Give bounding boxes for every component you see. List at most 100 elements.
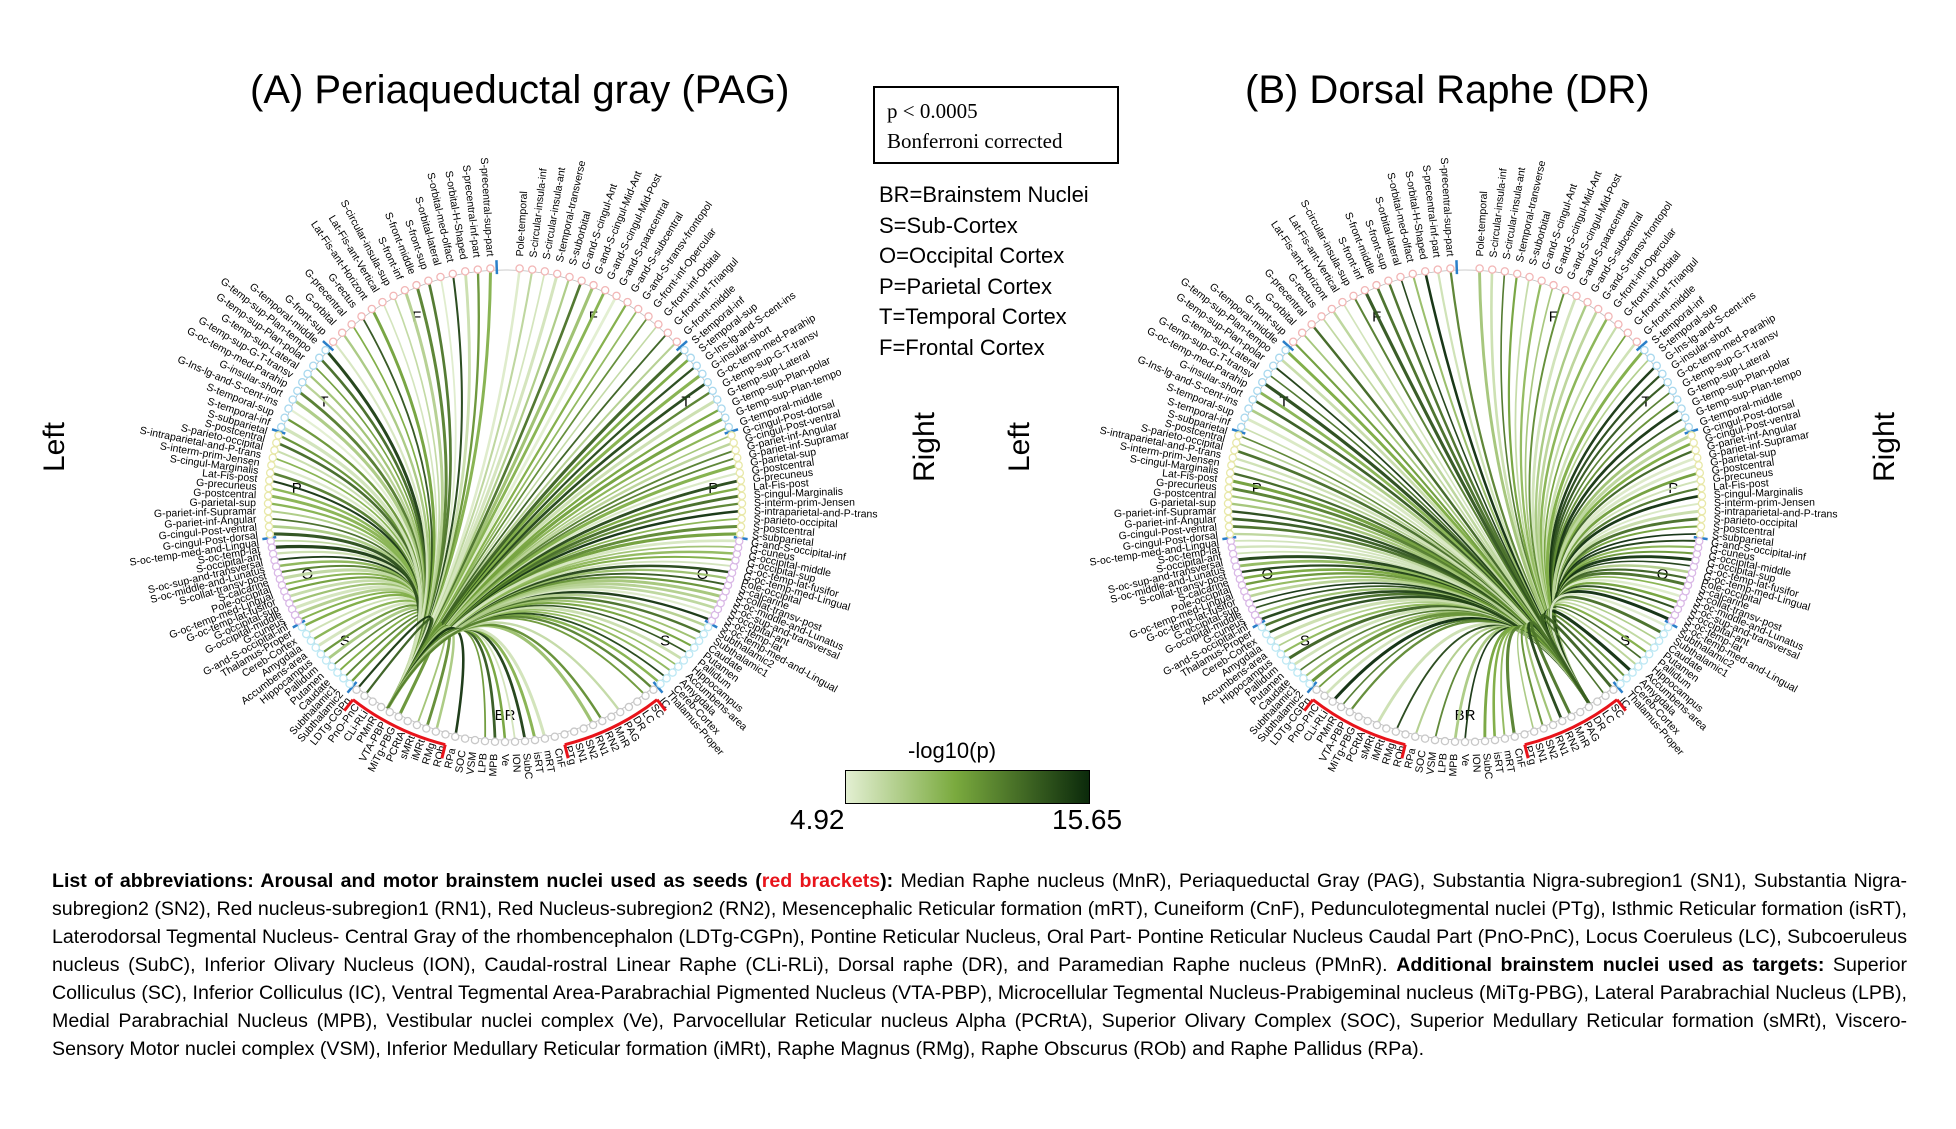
region-label: S-cingul-Marginalis (1714, 486, 1804, 501)
region-node (436, 272, 445, 282)
seed-bracket (352, 698, 446, 747)
region-label: S-interm-prim-Jensen (1714, 497, 1815, 510)
region-node (680, 345, 689, 355)
region-node (1382, 724, 1391, 733)
region-node (288, 395, 297, 404)
region-label: CnF (552, 747, 568, 769)
region-node (1372, 280, 1381, 290)
region-node (698, 369, 707, 379)
seed-bracket (1524, 698, 1618, 747)
region-node (357, 312, 366, 321)
region-node (515, 264, 524, 273)
region-node (703, 622, 713, 632)
region-node (708, 386, 717, 396)
abbreviation-caption: List of abbreviations: Arousal and motor… (52, 867, 1907, 1063)
region-node (1225, 468, 1235, 478)
region-node (565, 272, 574, 282)
region-node (1446, 264, 1455, 273)
caption-intro: List of abbreviations: Arousal and motor… (52, 870, 762, 892)
sector-letter: T (681, 394, 690, 411)
sector-letter: S (340, 632, 350, 649)
sector-tick (675, 340, 688, 352)
region-node (1253, 386, 1262, 396)
region-label: G-postcentral (193, 487, 256, 501)
seed-bracket-end (440, 744, 447, 759)
region-label: S-intraparietal-and-P-trans (754, 505, 878, 520)
region-label: S-cingul-Marginalis (754, 486, 844, 501)
region-node (360, 691, 369, 701)
caption-after-red: ): (880, 870, 894, 892)
region-node (1512, 269, 1522, 279)
region-node (717, 404, 726, 413)
region-node (1410, 732, 1420, 741)
sector-tick (1612, 681, 1624, 694)
region-node (1288, 337, 1298, 347)
region-node (633, 304, 643, 314)
region-node (315, 353, 324, 363)
region-node (327, 662, 336, 671)
region-node (1668, 386, 1677, 396)
sector-letter: F (412, 309, 421, 326)
region-label: mRT (541, 749, 557, 774)
region-node (737, 514, 746, 524)
region-node (1450, 737, 1460, 747)
region-node (1529, 727, 1539, 736)
region-node (1510, 732, 1520, 741)
region-node (301, 629, 311, 639)
region-node (1537, 276, 1546, 285)
legend-item: O=Occipital Cortex (879, 243, 1065, 268)
region-label: G-pariet-inf-Supramar (154, 505, 257, 520)
region-node (1487, 265, 1497, 274)
connection-chord (1540, 613, 1614, 706)
region-node (1224, 483, 1233, 493)
region-node (403, 716, 412, 726)
region-node (450, 732, 460, 741)
region-node (1269, 361, 1278, 370)
region-node (727, 431, 736, 440)
region-node (1628, 668, 1637, 677)
region-label: isRT (1491, 751, 1506, 774)
region-node (1244, 404, 1253, 413)
region-node (1632, 337, 1642, 347)
region-node (624, 702, 634, 712)
region-node (735, 468, 745, 478)
region-node (1681, 413, 1690, 423)
region-node (1646, 353, 1655, 363)
caption-seeds: Median Raphe nucleus (MnR), Periaqueduct… (52, 870, 1907, 976)
region-node (1673, 395, 1682, 404)
region-node (615, 707, 625, 717)
region-node (1567, 712, 1576, 722)
region-node (264, 514, 273, 524)
connection-chord (333, 342, 429, 710)
region-node (623, 297, 632, 307)
region-label: ION (510, 754, 523, 773)
region-node (703, 377, 712, 387)
region-label: Pole-temporal (514, 191, 530, 257)
region-node (263, 506, 273, 516)
region-node (1430, 735, 1440, 745)
region-node (347, 320, 356, 329)
region-node (412, 280, 421, 290)
region-node (284, 404, 293, 413)
region-node (737, 483, 746, 493)
region-node (1695, 468, 1705, 478)
region-label: Ve (1459, 754, 1471, 766)
region-label: SN1 (572, 741, 589, 764)
colorbar-max: 15.65 (1052, 804, 1123, 835)
region-node (389, 291, 398, 301)
sector-tick (1635, 340, 1648, 352)
legend-item: T=Temporal Cortex (879, 304, 1067, 329)
region-node (1697, 491, 1707, 501)
region-node (1287, 662, 1296, 671)
region-label: MPB (487, 754, 500, 777)
region-node (737, 499, 747, 508)
region-node (560, 730, 569, 739)
region-label: isRT (531, 751, 546, 774)
region-node (1336, 702, 1346, 712)
region-node (265, 529, 275, 539)
region-node (367, 304, 377, 314)
region-label: S-intraparietal-and-P-trans (1714, 505, 1838, 520)
region-node (480, 736, 490, 746)
sector-tick (1306, 681, 1318, 694)
region-node (588, 720, 598, 730)
